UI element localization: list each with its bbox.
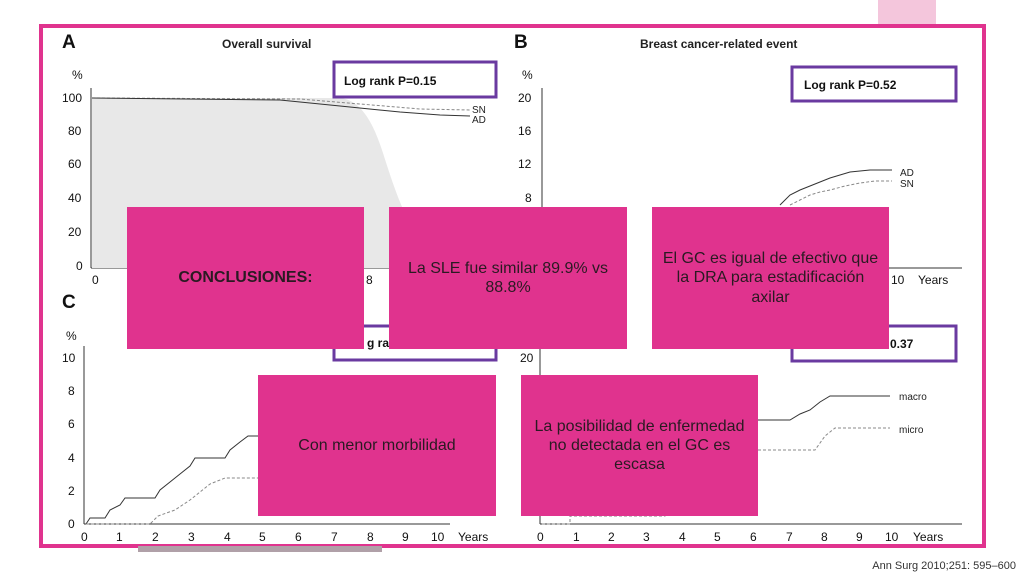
panel-c-curve-solid [85, 435, 258, 525]
panel-c-x-tick: 10 [431, 530, 445, 544]
sle-text: La SLE fue similar 89.9% vs 88.8% [407, 259, 609, 296]
panel-d-x-tick: 10 [885, 530, 899, 544]
panel-c-y-tick: 2 [68, 484, 75, 498]
panel-d-x-tick: 7 [786, 530, 793, 544]
conclusiones-box: CONCLUSIONES: [127, 207, 364, 349]
panel-c-y-tick: 6 [68, 417, 75, 431]
panel-b-y-tick: 16 [518, 124, 532, 138]
panel-c-x-tick: 4 [224, 530, 231, 544]
panel-c-x-tick: 1 [116, 530, 123, 544]
panel-d-macro-curve [758, 395, 890, 421]
panel-b-legend-ad: AD [900, 168, 914, 179]
morbilidad-text: Con menor morbilidad [298, 436, 456, 454]
panel-d-logrank-partial: 0.37 [890, 337, 914, 351]
panel-d-x-tick: 1 [573, 530, 580, 544]
panel-c-y-tick: 10 [62, 351, 76, 365]
panel-a-x-tick: 0 [92, 273, 99, 287]
panel-b-sn-curve [789, 180, 892, 206]
panel-d-x-tick: Years [913, 530, 943, 544]
panel-a-y-tick: 40 [68, 191, 82, 205]
panel-d-x-tick: 2 [608, 530, 615, 544]
panel-d-y-tick: 20 [520, 351, 534, 365]
panel-a-x-tick: 8 [366, 273, 373, 287]
panel-d-x-tick: 0 [537, 530, 544, 544]
sle-box: La SLE fue similar 89.9% vs 88.8% [389, 207, 627, 349]
panel-d-micro-curve [758, 427, 890, 451]
panel-c-x-tick: 6 [295, 530, 302, 544]
panel-a-logrank-box [332, 60, 498, 99]
panel-b-logrank-text: Log rank P=0.52 [804, 78, 897, 92]
panel-c-x-tick: 7 [331, 530, 338, 544]
panel-b-x-tick: Years [918, 273, 948, 287]
panel-d-x-tick: 6 [750, 530, 757, 544]
panel-d-x-tick: 8 [821, 530, 828, 544]
panel-b-x-tick: 10 [891, 273, 905, 287]
panel-d-x-tick: 9 [856, 530, 863, 544]
panel-a-y-tick: 20 [68, 225, 82, 239]
morbilidad-box: Con menor morbilidad [258, 375, 496, 516]
panel-d-x-tick: 3 [643, 530, 650, 544]
panel-d-legend-micro: micro [899, 425, 924, 436]
panel-c-caption-bar [138, 546, 382, 552]
panel-c-curve-dashed [86, 477, 258, 525]
panel-c-x-tick: 2 [152, 530, 159, 544]
panel-c-x-tick: 8 [367, 530, 374, 544]
panel-b-y-tick: 8 [525, 191, 532, 205]
conclusiones-text: CONCLUSIONES: [178, 269, 313, 287]
panel-a-logrank-text: Log rank P=0.15 [344, 74, 437, 88]
panel-c-x-tick: 9 [402, 530, 409, 544]
panel-c-y-tick: 4 [68, 451, 75, 465]
panel-c-x-tick: 3 [188, 530, 195, 544]
panel-c-letter: C [62, 292, 76, 313]
panel-a-ad-curve [91, 97, 471, 117]
gc-efectivo-text: El GC es igual de efectivo que la DRA pa… [662, 250, 879, 306]
panel-a-legend-ad: AD [472, 115, 486, 126]
panel-c-y-tick: 0 [68, 517, 75, 531]
panel-c-logrank-partial: g ra [367, 336, 389, 350]
panel-c-y-tick: 8 [68, 384, 75, 398]
citation: Ann Surg 2010;251: 595–600 [872, 560, 1016, 572]
enfermedad-box: La posibilidad de enfermedad no detectad… [521, 375, 758, 516]
panel-a-y-tick: 0 [76, 259, 83, 273]
panel-b-y-tick: 12 [518, 157, 532, 171]
panel-a-y-tick: 100 [62, 91, 82, 105]
corner-accent-tab [878, 0, 936, 24]
panel-b-ad-curve [779, 169, 892, 206]
panel-b-title: Breast cancer-related event [640, 37, 797, 51]
panel-a-legend-sn: SN [472, 105, 486, 116]
panel-c-x-tick: Years [458, 530, 488, 544]
panel-d-legend-macro: macro [899, 392, 927, 403]
panel-c-y-unit: % [66, 329, 77, 343]
panel-b-letter: B [514, 32, 528, 53]
panel-c-x-tick: 0 [81, 530, 88, 544]
panel-a-y-tick: 80 [68, 124, 82, 138]
panel-c-x-tick: 5 [259, 530, 266, 544]
gc-efectivo-box: El GC es igual de efectivo que la DRA pa… [652, 207, 889, 349]
panel-d-x-tick: 5 [714, 530, 721, 544]
panel-a-y-tick: 60 [68, 157, 82, 171]
panel-b-logrank-box [790, 65, 958, 103]
panel-b-legend-sn: SN [900, 179, 914, 190]
panel-a-sn-curve [91, 97, 471, 111]
panel-a-letter: A [62, 32, 76, 53]
enfermedad-text: La posibilidad de enfermedad no detectad… [534, 417, 745, 474]
panel-a-title: Overall survival [222, 37, 311, 51]
panel-b-y-unit: % [522, 68, 533, 82]
panel-a-y-unit: % [72, 68, 83, 82]
panel-d-x-tick: 4 [679, 530, 686, 544]
panel-b-y-tick: 20 [518, 91, 532, 105]
